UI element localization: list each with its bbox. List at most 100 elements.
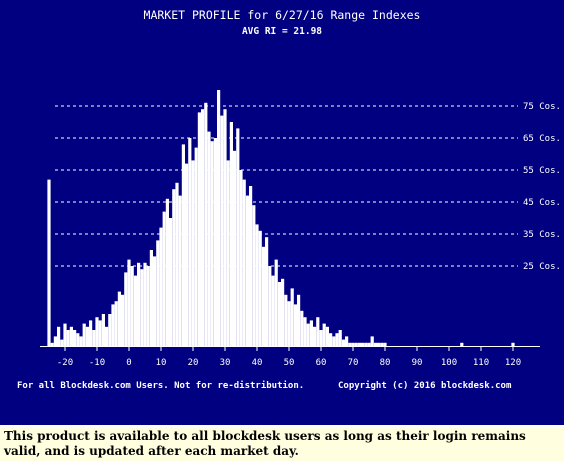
avg-ri-subtitle: AVG RI = 21.98 <box>241 26 323 37</box>
bar--6 <box>108 314 112 346</box>
bar-17 <box>181 144 185 346</box>
bar-49 <box>284 294 288 346</box>
bar--2 <box>121 294 125 346</box>
bar-44 <box>268 266 272 346</box>
bar-32 <box>229 122 233 346</box>
bar--17 <box>73 330 77 346</box>
bar-26 <box>210 141 214 346</box>
bar-69 <box>348 342 352 346</box>
bar-19 <box>188 138 192 346</box>
gridline-label-35: 35 Cos. <box>523 230 561 240</box>
bar-60 <box>319 330 323 346</box>
bar--23 <box>53 336 57 346</box>
gridline-label-65: 65 Cos. <box>523 134 561 144</box>
bar-75 <box>367 342 371 346</box>
bar-80 <box>383 342 387 346</box>
bar--19 <box>66 330 70 346</box>
bar--15 <box>79 336 83 346</box>
bar--20 <box>63 323 67 346</box>
bar-24 <box>204 102 208 346</box>
bar-14 <box>172 189 176 346</box>
bar--3 <box>117 291 121 346</box>
bar-64 <box>332 336 336 346</box>
bar--10 <box>95 317 99 346</box>
x-tick-label-30: 30 <box>220 358 231 368</box>
chart-title: MARKET PROFILE for 6/27/16 Range Indexes <box>143 8 421 22</box>
bar-29 <box>220 115 224 346</box>
bar-77 <box>373 342 377 346</box>
bar-15 <box>175 182 179 346</box>
frame-divider <box>0 425 564 427</box>
bar-41 <box>258 230 262 346</box>
histogram-bars <box>47 90 515 347</box>
bar--1 <box>124 272 128 346</box>
bar-50 <box>287 301 291 346</box>
bar-5 <box>143 262 147 346</box>
bar-56 <box>306 323 310 346</box>
bar--8 <box>101 314 105 346</box>
bar-2 <box>133 275 137 346</box>
x-tick-label-50: 50 <box>284 358 295 368</box>
bar-104 <box>460 342 464 346</box>
bar--25 <box>47 179 51 346</box>
bar-58 <box>313 326 317 346</box>
bar-1 <box>130 266 134 346</box>
bar-20 <box>191 160 195 346</box>
availability-caption: This product is available to all blockde… <box>4 429 526 458</box>
bar-11 <box>162 211 166 346</box>
bar-78 <box>377 342 381 346</box>
bar-4 <box>140 269 144 346</box>
distribution-notice: For all Blockdesk.com Users. Not for re-… <box>17 381 305 391</box>
bar-12 <box>165 198 169 346</box>
bar--11 <box>92 330 96 346</box>
bar--21 <box>60 339 64 346</box>
bar-72 <box>357 342 361 346</box>
bar--14 <box>82 323 86 346</box>
bar-13 <box>169 218 173 346</box>
bar-25 <box>207 131 211 346</box>
bar-73 <box>361 342 365 346</box>
bar-10 <box>159 227 163 346</box>
bar-79 <box>380 342 384 346</box>
x-tick-label-60: 60 <box>316 358 327 368</box>
bar-74 <box>364 342 368 346</box>
bar-3 <box>137 262 141 346</box>
bar--12 <box>89 320 93 346</box>
bar--22 <box>57 326 61 346</box>
x-tick-label-10: 10 <box>156 358 167 368</box>
bar-120 <box>511 342 515 346</box>
bar-45 <box>271 275 275 346</box>
bar-70 <box>351 342 355 346</box>
bar-65 <box>335 333 339 346</box>
bar-28 <box>217 90 221 346</box>
bar-71 <box>354 342 358 346</box>
bar--7 <box>105 326 109 346</box>
market-profile-histogram: 25 Cos. 35 Cos. 45 Cos. 55 Cos. 65 Cos. 75 Co… <box>40 90 561 368</box>
bar-39 <box>252 205 256 346</box>
bar-8 <box>153 256 157 346</box>
bar-7 <box>149 250 153 346</box>
bar--9 <box>98 320 102 346</box>
gridline-label-25: 25 Cos. <box>523 262 561 272</box>
bar-63 <box>329 333 333 346</box>
bar-62 <box>325 326 329 346</box>
bar-37 <box>245 195 249 346</box>
bar-66 <box>338 330 342 346</box>
x-tick-label-20: 20 <box>188 358 199 368</box>
bar--16 <box>76 333 80 346</box>
x-axis-ticks: -20 -10 0 10 20 30 40 50 60 70 80 90 100 110 120 <box>57 347 521 368</box>
x-tick-label-80: 80 <box>380 358 391 368</box>
bar-40 <box>255 224 259 346</box>
x-tick-label-100: 100 <box>441 358 457 368</box>
bar-54 <box>300 310 304 346</box>
bar-61 <box>322 323 326 346</box>
gridline-label-55: 55 Cos. <box>523 166 561 176</box>
bar-59 <box>316 317 320 346</box>
copyright-notice: Copyright (c) 2016 blockdesk.com <box>338 381 512 391</box>
bar-43 <box>265 237 269 346</box>
bar-9 <box>156 240 160 346</box>
gridlines: 25 Cos. 35 Cos. 45 Cos. 55 Cos. 65 Cos. 75 Co… <box>55 102 561 272</box>
bar-0 <box>127 259 131 346</box>
bar-36 <box>242 179 246 346</box>
bar-16 <box>178 195 182 346</box>
